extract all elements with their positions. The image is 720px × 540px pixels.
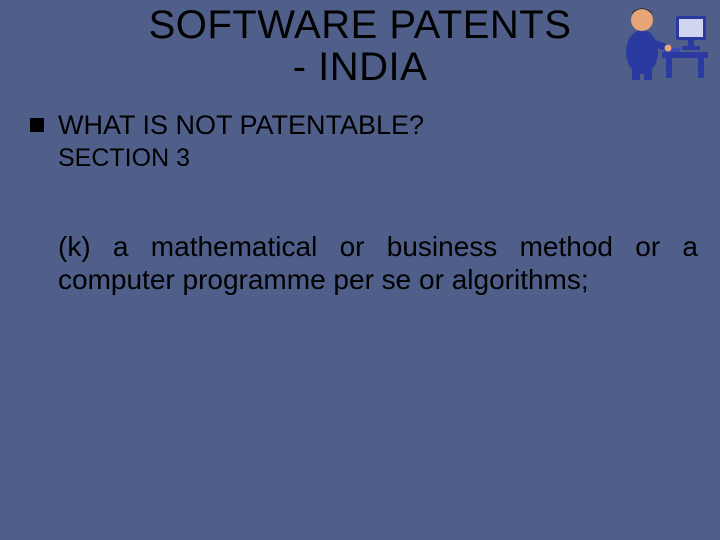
slide: SOFTWARE PATENTS - INDIA <box>0 0 720 540</box>
square-bullet-icon <box>30 118 44 132</box>
bullet-body: WHAT IS NOT PATENTABLE? SECTION 3 (k) a … <box>58 110 698 296</box>
title-line-2: - INDIA <box>293 45 428 89</box>
title-line-1: SOFTWARE PATENTS <box>149 3 572 47</box>
main-paragraph: (k) a mathematical or business method or… <box>58 230 698 296</box>
title-text: SOFTWARE PATENTS - INDIA <box>115 4 605 88</box>
bullet-section: SECTION 3 <box>58 143 698 174</box>
content-area: WHAT IS NOT PATENTABLE? SECTION 3 (k) a … <box>30 110 690 296</box>
person-at-computer-icon <box>618 2 710 80</box>
bullet-item: WHAT IS NOT PATENTABLE? SECTION 3 (k) a … <box>30 110 690 296</box>
slide-title: SOFTWARE PATENTS - INDIA <box>115 4 605 88</box>
bullet-question: WHAT IS NOT PATENTABLE? <box>58 110 698 141</box>
